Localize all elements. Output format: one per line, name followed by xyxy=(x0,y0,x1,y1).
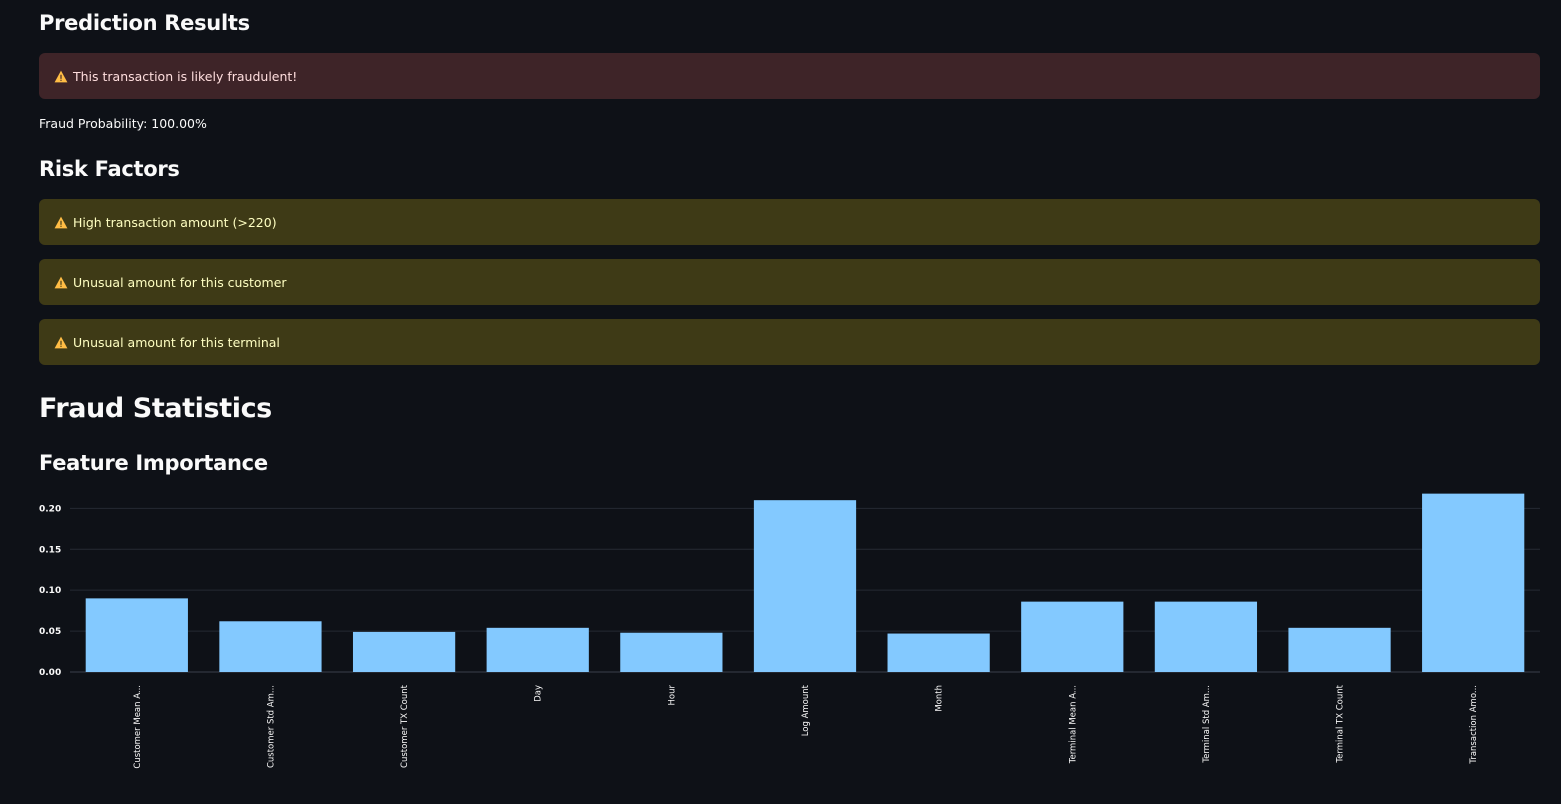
bar[interactable] xyxy=(486,627,589,672)
bar[interactable] xyxy=(85,598,188,672)
fraud-statistics-heading: Fraud Statistics xyxy=(39,393,272,424)
bar[interactable] xyxy=(1422,493,1525,672)
x-tick-label: Terminal Mean A... xyxy=(1068,685,1078,764)
warning-triangle-icon xyxy=(54,216,68,228)
y-tick-label: 0.15 xyxy=(39,545,61,555)
risk-factor-text: Unusual amount for this customer xyxy=(73,274,287,290)
fraud-alert: This transaction is likely fraudulent! xyxy=(39,53,1540,99)
bar[interactable] xyxy=(887,633,990,672)
risk-factors-heading: Risk Factors xyxy=(39,157,180,181)
fraud-probability-text: Fraud Probability: 100.00% xyxy=(39,116,207,131)
x-tick-label: Customer Std Am... xyxy=(266,685,276,768)
x-tick-label: Hour xyxy=(667,685,677,706)
x-tick-label: Log Amount xyxy=(801,684,811,736)
feature-importance-chart: 0.000.050.100.150.20 Customer Mean A... C… xyxy=(39,493,1540,769)
bar[interactable] xyxy=(219,621,322,672)
risk-factor-alert: Unusual amount for this customer xyxy=(39,259,1540,305)
y-tick-label: 0.00 xyxy=(39,668,61,678)
warning-triangle-icon xyxy=(54,70,68,82)
bar[interactable] xyxy=(1288,627,1391,672)
x-tick-label: Month xyxy=(935,685,945,712)
x-tick-label: Transaction Amo... xyxy=(1469,685,1479,765)
y-tick-label: 0.20 xyxy=(39,504,61,514)
risk-factor-text: Unusual amount for this terminal xyxy=(73,334,280,350)
x-tick-label: Day xyxy=(534,685,544,702)
x-tick-label: Customer Mean A... xyxy=(133,685,143,769)
chart-x-axis: Customer Mean A... Customer Std Am... Cust… xyxy=(133,684,1479,768)
risk-factor-alert: High transaction amount (>220) xyxy=(39,199,1540,245)
bar[interactable] xyxy=(620,632,723,672)
prediction-results-heading: Prediction Results xyxy=(39,11,250,35)
risk-factor-alert: Unusual amount for this terminal xyxy=(39,319,1540,365)
chart-bars xyxy=(85,493,1525,672)
bar[interactable] xyxy=(352,631,456,672)
x-tick-label: Terminal TX Count xyxy=(1336,684,1346,763)
bar[interactable] xyxy=(753,500,857,672)
fraud-alert-text: This transaction is likely fraudulent! xyxy=(73,68,298,84)
chart-y-axis: 0.00 0.05 0.10 0.15 0.20 xyxy=(39,504,61,678)
bar[interactable] xyxy=(1154,601,1258,672)
x-tick-label: Terminal Std Am... xyxy=(1202,685,1212,764)
bar[interactable] xyxy=(1021,601,1124,672)
warning-triangle-icon xyxy=(54,336,68,348)
y-tick-label: 0.10 xyxy=(39,586,61,596)
x-tick-label: Customer TX Count xyxy=(400,684,410,768)
warning-triangle-icon xyxy=(54,276,68,288)
y-tick-label: 0.05 xyxy=(39,627,61,637)
risk-factor-text: High transaction amount (>220) xyxy=(73,214,277,230)
feature-importance-heading: Feature Importance xyxy=(39,451,268,475)
